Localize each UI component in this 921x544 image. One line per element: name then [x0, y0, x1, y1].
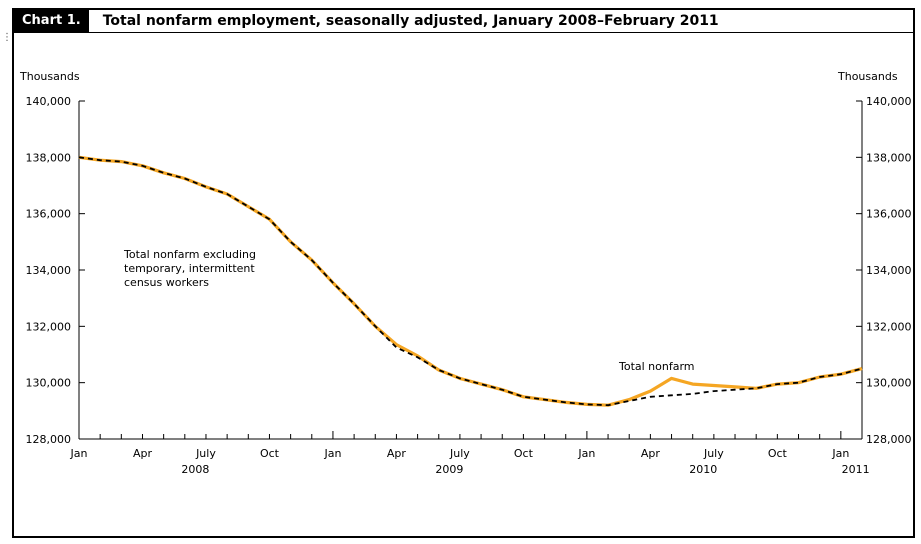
x-tick-label-year: 2008	[181, 463, 209, 476]
y-tick-label-left: 134,000	[26, 264, 72, 277]
y-tick-label-right: 134,000	[866, 264, 912, 277]
x-tick-label-month: July	[449, 447, 470, 460]
y-tick-label-left: 132,000	[26, 320, 72, 333]
x-tick-label-month: July	[195, 447, 216, 460]
series-line-1	[78, 156, 863, 407]
annotation-excluding-census: temporary, intermittent	[124, 262, 255, 275]
y-tick-label-right: 130,000	[866, 377, 912, 390]
x-tick-label-month: Oct	[514, 447, 534, 460]
y-tick-label-right: 140,000	[866, 95, 912, 108]
x-tick-label-year: 2010	[689, 463, 717, 476]
resize-handle-icon: ⋮	[2, 32, 12, 43]
x-tick-label-month: Oct	[260, 447, 280, 460]
annotation-excluding-census: Total nonfarm excluding	[123, 248, 256, 261]
annotation-total-nonfarm: Total nonfarm	[618, 360, 695, 373]
y-tick-label-left: 130,000	[26, 377, 72, 390]
y-axis-label-left: Thousands	[19, 70, 80, 83]
chart-number-label: Chart 1.	[14, 10, 89, 32]
x-tick-label-month: Apr	[641, 447, 661, 460]
y-tick-label-right: 138,000	[866, 151, 912, 164]
x-tick-label-month: Apr	[133, 447, 153, 460]
y-tick-label-left: 140,000	[26, 95, 72, 108]
x-tick-label-month: July	[703, 447, 724, 460]
chart-title: Total nonfarm employment, seasonally adj…	[102, 13, 719, 29]
series-line-0	[78, 155, 863, 407]
x-tick-label-month: Jan	[577, 447, 595, 460]
title-bar: Chart 1. Total nonfarm employment, seaso…	[14, 10, 913, 33]
y-tick-label-left: 136,000	[26, 208, 72, 221]
x-tick-label-month: Jan	[831, 447, 849, 460]
y-axis-label-right: Thousands	[837, 70, 898, 83]
y-tick-label-left: 138,000	[26, 151, 72, 164]
y-tick-label-left: 128,000	[26, 433, 72, 446]
annotation-excluding-census: census workers	[124, 276, 209, 289]
y-tick-label-right: 136,000	[866, 208, 912, 221]
x-tick-label-month: Jan	[323, 447, 341, 460]
x-tick-label-month: Jan	[70, 447, 88, 460]
x-tick-label-month: Apr	[387, 447, 407, 460]
x-tick-label-year: 2009	[435, 463, 463, 476]
x-tick-label-month: Oct	[768, 447, 788, 460]
chart-frame: Chart 1. Total nonfarm employment, seaso…	[12, 8, 915, 538]
y-tick-label-right: 128,000	[866, 433, 912, 446]
x-tick-label-year: 2011	[842, 463, 870, 476]
y-tick-label-right: 132,000	[866, 320, 912, 333]
